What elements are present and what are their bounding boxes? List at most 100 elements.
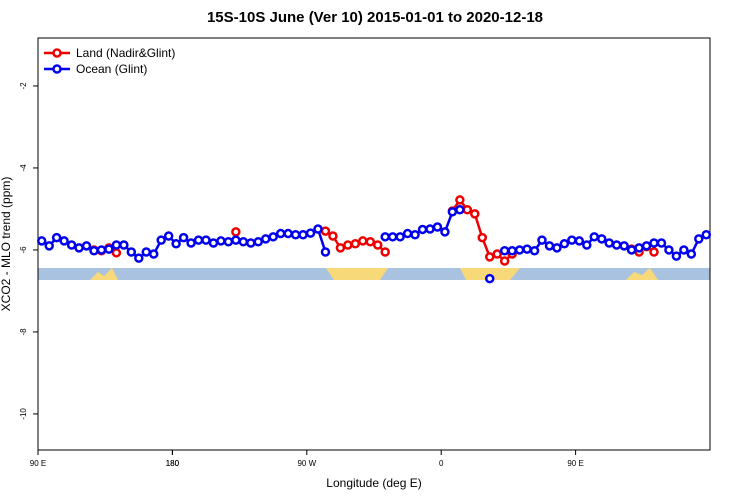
data-point [626,245,637,255]
data-point [499,256,510,266]
data-point [686,249,697,259]
data-point [380,232,390,242]
data-point [447,207,458,217]
data-point [275,228,286,239]
data-point [223,236,234,247]
data-point [552,243,562,253]
data-point [74,243,84,253]
data-point [141,247,152,257]
data-point [596,234,607,244]
data-point [432,222,443,232]
data-point [634,243,644,253]
data-point [380,247,390,257]
data-point [201,235,211,245]
data-point [96,245,107,255]
data-point [193,235,204,245]
data-point [484,252,495,262]
data-point [36,236,47,246]
y-axis-label: XCO2 - MLO trend (ppm) [0,177,13,312]
y-tick-label: -10 [19,408,28,420]
y-tick-label: -8 [19,328,28,336]
data-point [365,236,376,247]
map-strip [38,268,710,280]
data-point [567,235,577,245]
data-point [574,236,585,246]
data-point [507,246,517,256]
data-point [410,230,420,240]
data-point [522,244,532,254]
data-point [238,236,249,247]
data-point [134,253,144,263]
data-point [328,231,338,241]
data-point [499,246,510,256]
data-point [425,224,435,234]
data-point [290,230,301,240]
data-point [89,246,99,256]
land-shape [90,268,118,280]
data-point [156,235,166,245]
data-point [126,247,137,257]
data-point [559,239,570,249]
data-point [671,251,682,261]
data-point [171,239,181,249]
plot-frame [37,37,711,451]
data-point [343,240,353,250]
data-point [679,245,689,255]
data-point [477,232,488,243]
chart-title: 15S-10S June (Ver 10) 2015-01-01 to 2020… [207,9,543,26]
data-point [611,240,622,250]
data-point [268,232,278,242]
data-point [358,236,368,246]
y-tick-label: -2 [19,82,28,90]
data-point [163,231,174,241]
data-point [484,273,495,284]
x-tick-label: 180 [166,459,180,468]
data-point [664,245,674,255]
data-point [649,247,659,257]
legend-label: Land (Nadir&Glint) [76,46,175,60]
land-shape [326,268,388,280]
x-tick-label: 90 W [297,459,316,468]
data-point [641,241,652,251]
data-point [402,228,413,239]
data-point [208,238,219,248]
data-point [59,236,69,246]
data-point [298,230,308,240]
data-point [470,209,480,219]
y-tick-label: -4 [19,164,28,172]
legend-marker [52,64,62,74]
x-axis-label: Longitude (deg E) [326,476,421,490]
data-point [656,238,667,248]
data-point [619,241,629,251]
data-point [320,226,331,236]
data-point [111,248,122,258]
data-point [44,241,54,251]
x-tick-label: 0 [439,459,444,468]
data-point [283,228,293,239]
data-point [51,232,62,243]
legend-marker [52,48,62,58]
data-point [455,195,465,205]
data-point [387,232,398,242]
data-point [81,241,92,251]
data-point [604,238,614,248]
data-point [395,232,405,242]
data-point [537,235,547,245]
data-point [492,249,502,259]
data-point [104,244,114,254]
data-point [514,245,525,255]
data-point [66,240,77,250]
land-shape [626,268,658,280]
data-point [589,232,600,242]
data-point [216,236,226,246]
data-point [544,241,555,251]
data-point [231,235,241,245]
data-point [178,232,189,243]
data-point [701,230,712,240]
data-point [119,240,129,250]
x-tick-label: 180 [166,459,180,468]
data-point [253,236,264,247]
data-point [649,238,659,248]
